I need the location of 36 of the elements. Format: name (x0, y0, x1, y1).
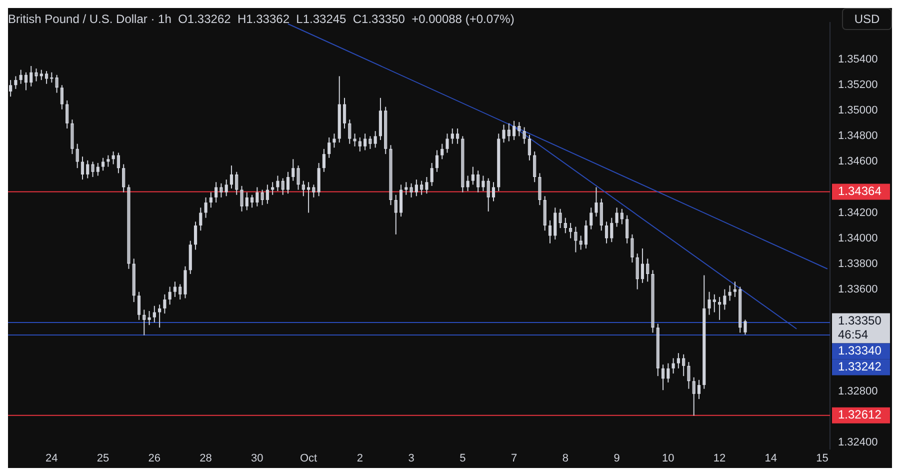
x-tick-label: 24 (46, 452, 58, 464)
legend-label: 1.33242 (838, 360, 882, 374)
x-tick-label: 10 (662, 452, 674, 464)
ref-line-label: 1.33340 (838, 344, 882, 358)
y-tick-label: 1.34200 (838, 206, 878, 219)
y-tick-label: 1.35000 (838, 104, 878, 117)
x-tick-label: 12 (713, 452, 726, 464)
y-tick-label: 1.33800 (838, 258, 878, 270)
x-tick-label: 9 (614, 452, 620, 464)
y-tick-label: 1.35400 (838, 54, 878, 66)
x-tick-label: 5 (460, 452, 466, 464)
text: 46:54 (838, 328, 868, 342)
x-tick-label: 30 (251, 452, 264, 464)
x-tick-label: 7 (510, 452, 518, 464)
y-tick-label: 1.32400 (838, 436, 878, 448)
x-tick-label: 3 (408, 452, 414, 464)
x-tick-label: 2 (356, 452, 363, 464)
y-tick-label: 1.35200 (838, 79, 878, 92)
x-tick-label: 8 (562, 452, 568, 464)
y-axis-title: USD (842, 8, 892, 30)
y-tick-label: 1.34800 (838, 130, 878, 142)
text: 1.33350 (838, 314, 882, 328)
x-tick-label: 25 (96, 452, 110, 464)
y-tick-label: 1.34000 (838, 232, 878, 244)
y-tick-label: 1.34600 (838, 156, 878, 168)
chart-title: British Pound / U.S. Dollar · 1h (8, 12, 172, 26)
ref-line-label: 1.32612 (838, 408, 882, 422)
x-tick-label: 28 (200, 452, 212, 464)
x-tick-label: Oct (300, 452, 318, 464)
ref-line-label: 1.34364 (838, 184, 882, 198)
x-tick-label: 26 (148, 452, 161, 464)
chart-subtitle: O1.33262 H1.33362 L1.33245 C1.33350 +0.00088 (+0.07%) (178, 12, 514, 26)
x-tick-label: 15 (816, 452, 828, 464)
y-tick-label: 1.32800 (838, 385, 878, 398)
x-tick-label: 14 (764, 452, 778, 464)
y-tick-label: 1.33600 (838, 283, 878, 296)
